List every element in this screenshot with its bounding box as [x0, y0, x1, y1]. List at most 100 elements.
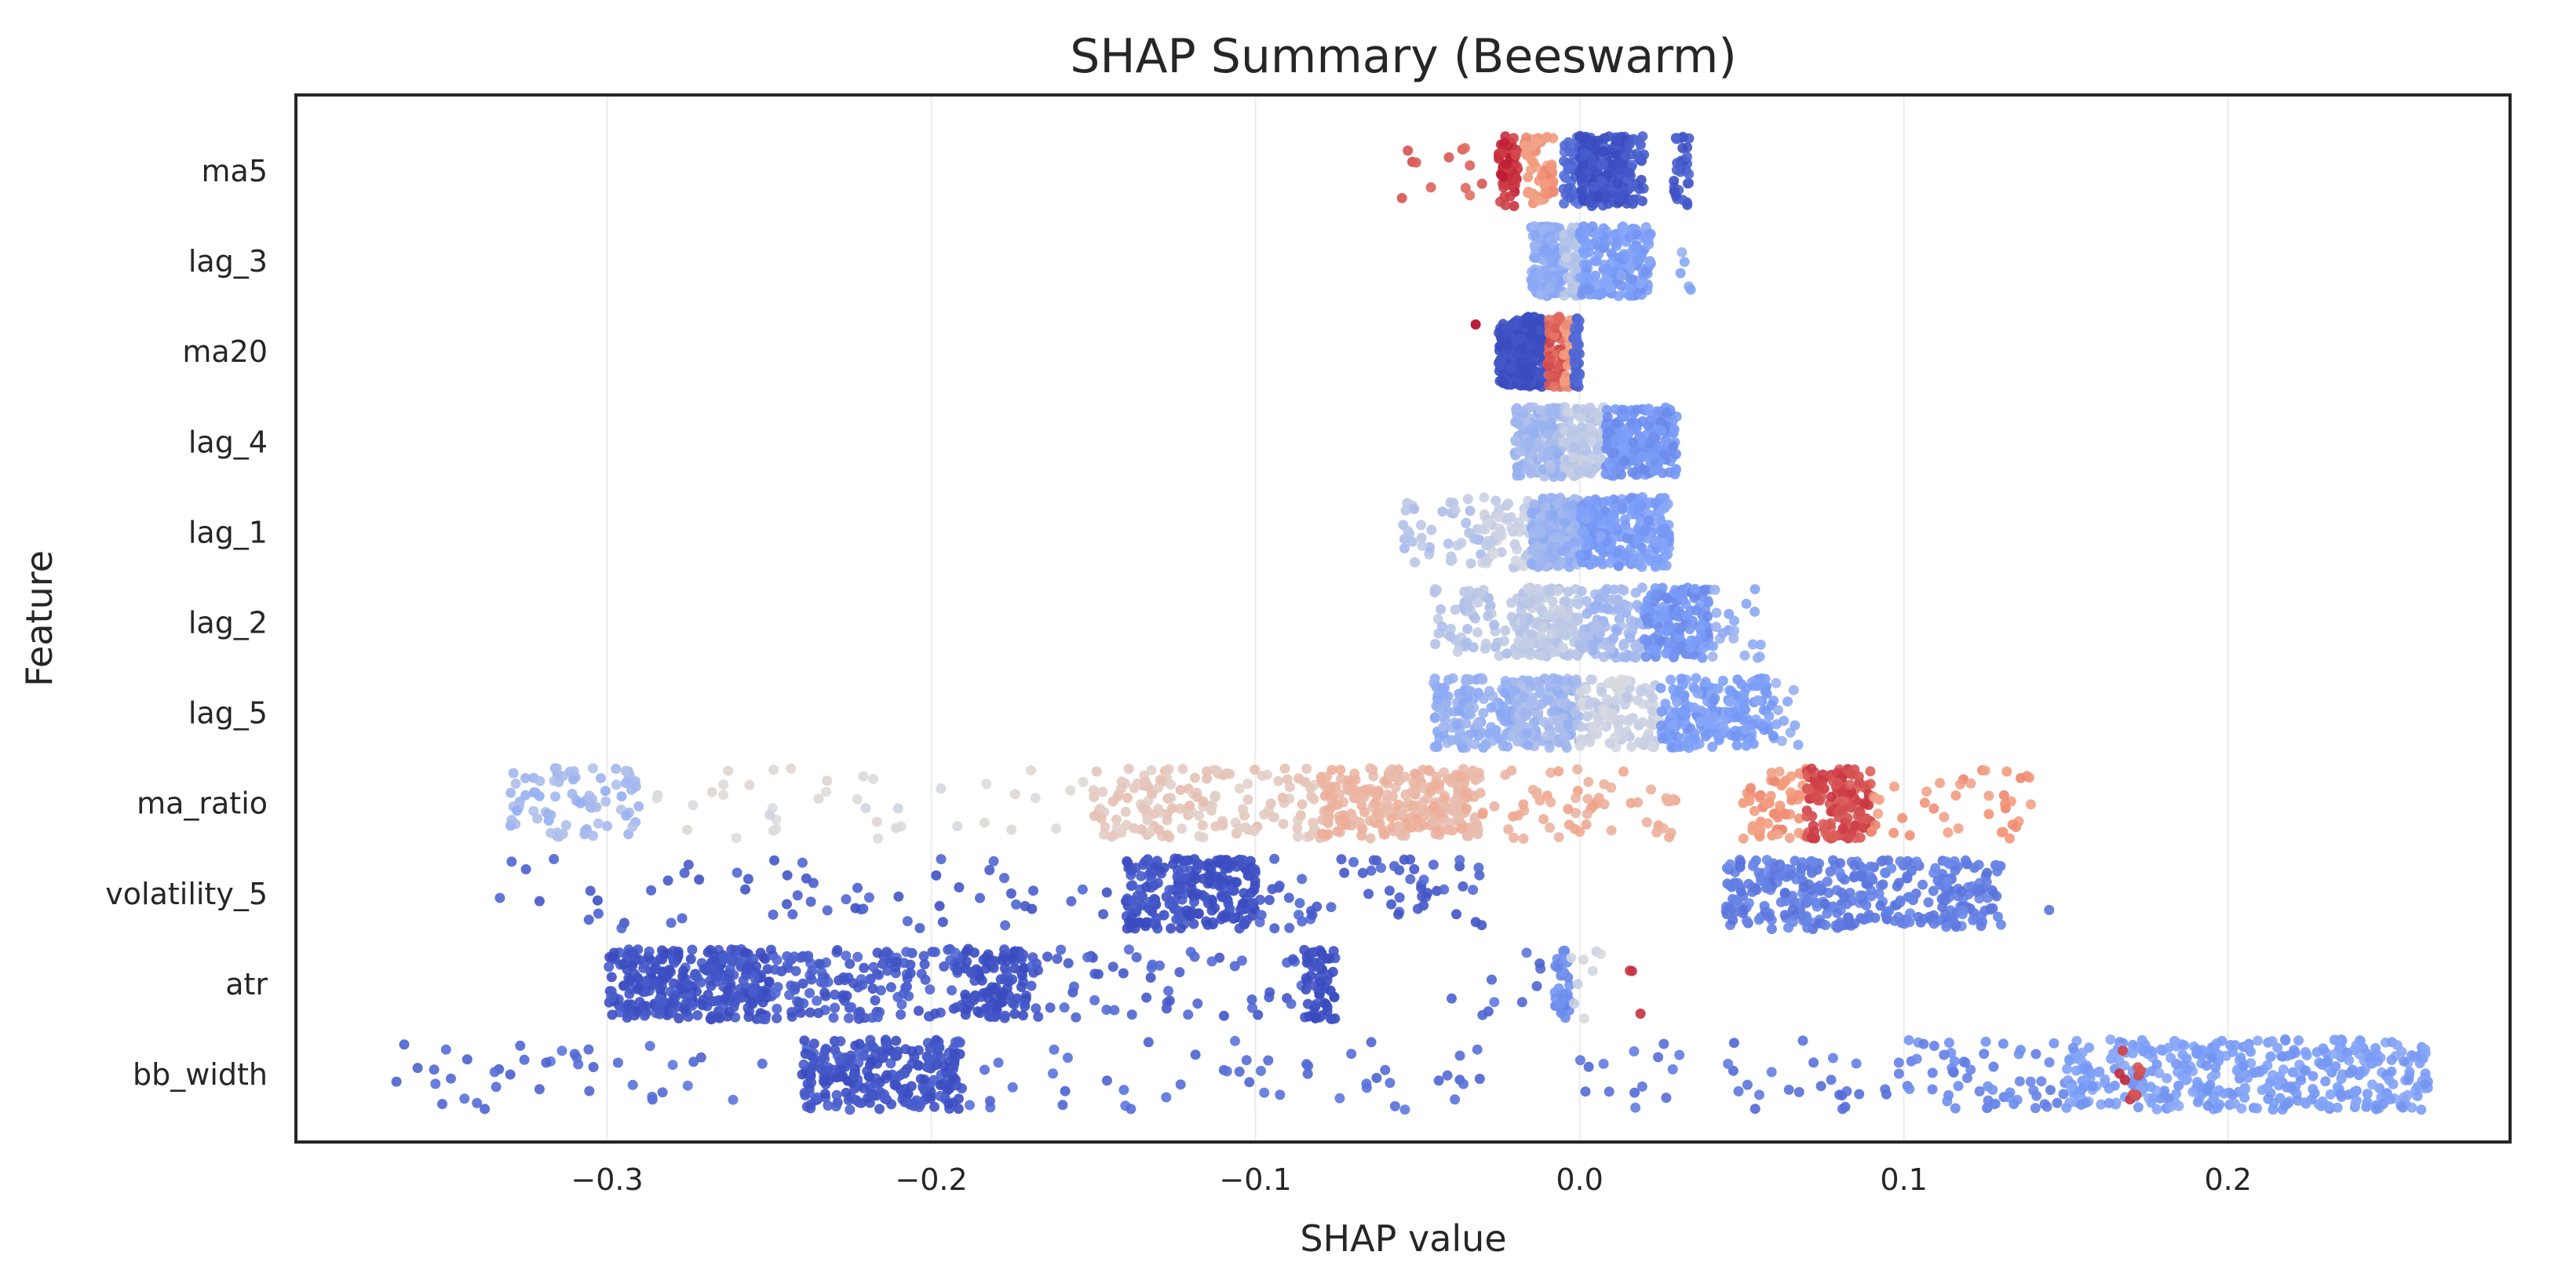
data-point-volatility_5	[1140, 881, 1151, 892]
data-point-lag_1	[1538, 493, 1549, 504]
data-point-lag_2	[1578, 630, 1589, 641]
data-point-ma_ratio	[1400, 790, 1411, 800]
data-point-ma_ratio	[1859, 798, 1870, 809]
data-point-lag_5	[1724, 696, 1735, 707]
data-point-lag_4	[1662, 407, 1673, 418]
data-point-lag_1	[1399, 543, 1410, 554]
data-point-ma_ratio	[1129, 823, 1140, 834]
data-point-ma_ratio	[1234, 783, 1245, 794]
data-point-ma5	[1542, 132, 1553, 143]
data-point-ma20	[1553, 313, 1564, 323]
data-point-lag_1	[1461, 517, 1472, 528]
data-point-lag_1	[1639, 526, 1650, 537]
data-point-ma_ratio	[602, 820, 612, 831]
data-point-lag_5	[1499, 688, 1510, 698]
data-point-lag_1	[1409, 504, 1420, 514]
data-point-lag_2	[1632, 600, 1643, 611]
data-point-ma5	[1520, 140, 1531, 151]
data-point-volatility_5	[1993, 911, 2003, 922]
data-point-volatility_5	[1973, 859, 1984, 870]
data-point-lag_2	[1431, 585, 1442, 596]
data-point-ma20	[1549, 330, 1560, 341]
data-point-volatility_5	[1458, 881, 1469, 892]
data-point-volatility_5	[1384, 885, 1395, 896]
data-point-lag_2	[1611, 626, 1622, 637]
data-point-lag_2	[1573, 612, 1584, 623]
data-point-lag_2	[1532, 583, 1543, 594]
data-point-ma_ratio	[1939, 812, 1950, 823]
data-point-ma_ratio	[1238, 804, 1248, 815]
data-point-ma_ratio	[1396, 830, 1407, 841]
data-point-lag_4	[1581, 461, 1592, 472]
data-point-lag_4	[1636, 433, 1647, 444]
data-point-lag_3	[1624, 290, 1635, 301]
data-point-lag_5	[1655, 721, 1666, 732]
data-point-lag_1	[1636, 561, 1647, 572]
data-point-ma_ratio	[1833, 777, 1843, 788]
data-point-ma_ratio	[611, 779, 622, 790]
data-point-ma_ratio	[1242, 794, 1253, 805]
data-point-ma_ratio	[1581, 819, 1592, 830]
data-point-ma_ratio	[1390, 782, 1401, 793]
data-point-lag_2	[1546, 629, 1557, 639]
data-point-ma_ratio	[1224, 768, 1235, 779]
data-point-volatility_5	[1098, 909, 1109, 920]
data-point-lag_1	[1662, 498, 1673, 509]
data-point-volatility_5	[1839, 892, 1850, 903]
data-point-lag_2	[1464, 586, 1475, 597]
data-point-lag_1	[1540, 501, 1551, 512]
data-point-ma_ratio	[1747, 825, 1758, 836]
data-point-lag_5	[1790, 720, 1801, 731]
data-point-lag_4	[1631, 404, 1642, 415]
data-point-ma_ratio	[1212, 765, 1222, 776]
data-point-volatility_5	[1759, 900, 1770, 911]
data-point-lag_2	[1547, 647, 1558, 658]
data-point-lag_1	[1472, 535, 1483, 545]
data-point-lag_5	[1437, 688, 1448, 699]
data-point-ma5	[1671, 165, 1682, 176]
data-point-volatility_5	[914, 923, 925, 933]
data-point-lag_2	[1647, 644, 1658, 655]
data-point-ma20	[1497, 352, 1508, 363]
data-point-ma_ratio	[1979, 765, 1990, 776]
data-point-volatility_5	[1880, 867, 1891, 878]
data-point-lag_2	[1527, 629, 1538, 640]
data-point-lag_5	[1764, 710, 1775, 721]
data-point-lag_5	[1582, 711, 1593, 722]
data-point-lag_3	[1685, 284, 1696, 295]
data-point-volatility_5	[1223, 898, 1234, 909]
data-point-ma_ratio	[1198, 796, 1209, 807]
data-point-volatility_5	[1943, 876, 1954, 887]
data-point-ma_ratio	[1950, 790, 1961, 801]
data-point-lag_2	[1525, 637, 1536, 648]
data-point-ma_ratio	[768, 764, 779, 775]
data-point-lag_4	[1604, 425, 1614, 436]
data-point-ma5	[1626, 149, 1636, 160]
data-point-ma_ratio	[550, 791, 560, 802]
data-point-ma_ratio	[545, 827, 556, 838]
data-point-lag_4	[1611, 433, 1622, 444]
data-point-lag_2	[1516, 605, 1527, 616]
data-point-ma_ratio	[1439, 767, 1450, 778]
data-point-ma_ratio	[1545, 823, 1555, 833]
data-point-volatility_5	[1394, 892, 1405, 903]
data-point-ma_ratio	[1889, 781, 1899, 792]
data-point-lag_2	[1589, 622, 1600, 633]
data-point-lag_5	[1441, 698, 1452, 709]
data-point-ma_ratio	[1282, 774, 1293, 785]
data-point-lag_4	[1534, 436, 1545, 447]
data-point-ma_ratio	[1242, 779, 1253, 789]
data-point-ma_ratio	[1295, 810, 1306, 821]
data-point-ma5	[1505, 191, 1516, 202]
data-point-lag_3	[1529, 221, 1540, 232]
data-point-volatility_5	[1149, 880, 1160, 891]
data-point-ma5	[1459, 143, 1470, 154]
data-point-volatility_5	[1822, 908, 1833, 919]
data-point-ma_ratio	[588, 830, 598, 841]
data-point-ma_ratio	[1240, 822, 1251, 833]
data-point-lag_4	[1543, 428, 1554, 439]
data-point-volatility_5	[1905, 908, 1916, 919]
data-point-ma_ratio	[1439, 794, 1450, 805]
data-point-ma_ratio	[1410, 800, 1421, 811]
data-point-ma_ratio	[1785, 787, 1796, 798]
